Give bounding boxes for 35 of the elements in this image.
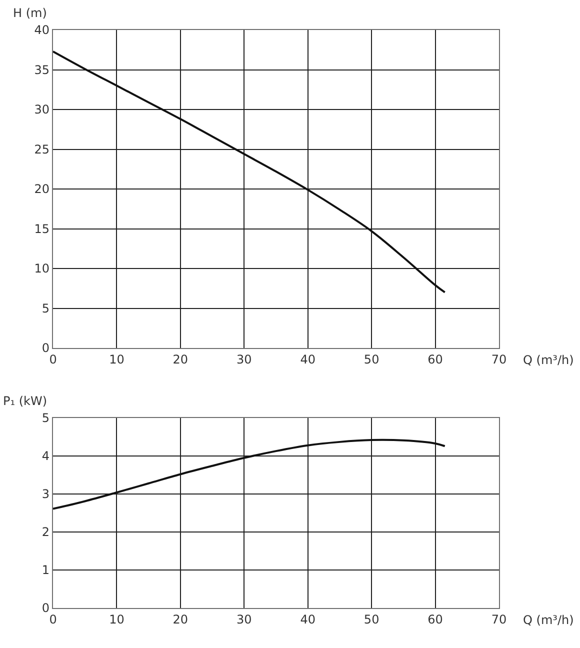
y-tick-label: 4: [42, 449, 50, 464]
x-tick-label: 40: [300, 612, 316, 626]
x-tick-label: 40: [300, 352, 316, 366]
y-axis-title: P₁ (kW): [3, 394, 48, 408]
y-tick-label: 10: [34, 262, 50, 276]
y-tick-label: 30: [34, 102, 50, 117]
y-tick-label: 40: [34, 23, 50, 38]
x-tick-label: 70: [491, 612, 507, 626]
y-tick-label: 20: [34, 182, 50, 196]
x-tick-label: 50: [364, 612, 380, 626]
y-tick-label: 25: [34, 142, 50, 156]
line-series: [53, 438, 446, 510]
y-axis-title: H (m): [13, 6, 47, 20]
x-tick-label: 30: [236, 612, 252, 626]
y-tick-label: 2: [42, 525, 50, 540]
y-tick-label: 3: [42, 487, 50, 502]
x-axis-title: Q (m³/h): [523, 613, 574, 627]
y-tick-label: 15: [34, 222, 50, 236]
y-tick-label: 35: [34, 62, 50, 77]
y-tick-label: 1: [42, 563, 50, 578]
x-tick-label: 10: [109, 352, 124, 366]
x-tick-label: 20: [172, 612, 188, 626]
y-tick-label: 0: [42, 601, 50, 616]
x-axis-title: Q (m³/h): [523, 353, 574, 367]
x-tick-label: 60: [428, 352, 443, 366]
x-tick-label: 60: [428, 612, 443, 626]
line-series: [53, 50, 446, 294]
x-tick-label: 30: [236, 352, 252, 366]
x-tick-label: 50: [364, 352, 380, 366]
y-tick-label: 5: [42, 411, 50, 426]
y-tick-label: 5: [42, 301, 50, 316]
x-tick-label: 10: [109, 612, 124, 626]
x-tick-label: 20: [172, 352, 188, 366]
x-tick-label: 70: [491, 352, 507, 366]
y-tick-label: 0: [42, 341, 50, 356]
